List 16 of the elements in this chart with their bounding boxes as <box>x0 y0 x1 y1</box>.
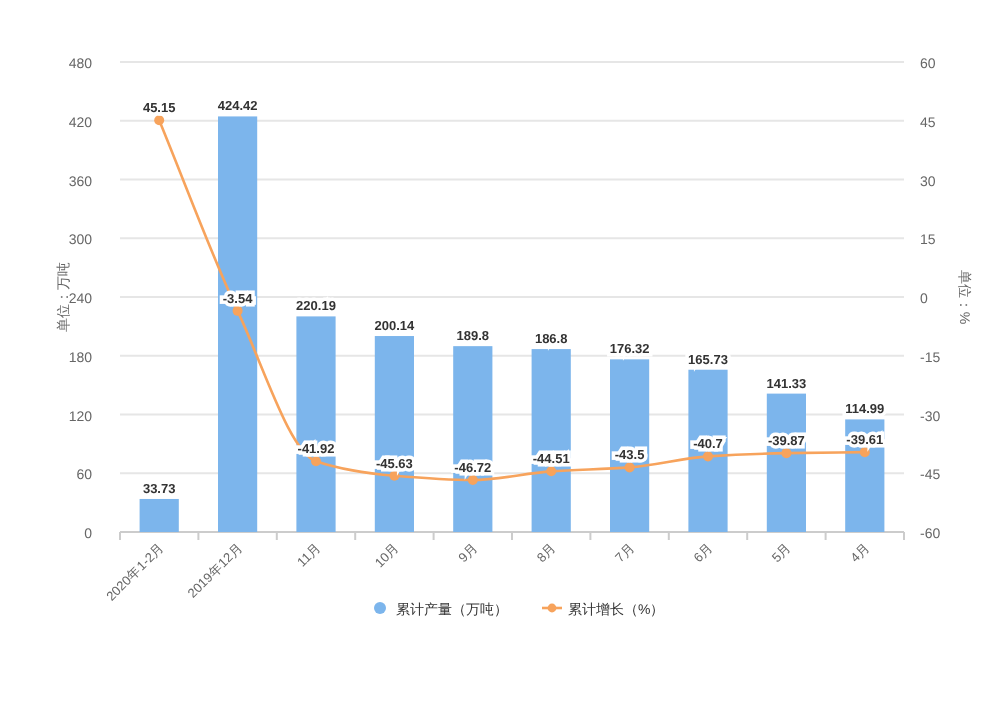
point <box>546 466 557 477</box>
point <box>467 474 478 485</box>
bar <box>531 349 571 532</box>
bar <box>296 316 336 532</box>
bar <box>139 498 179 532</box>
point <box>311 456 321 467</box>
point <box>781 448 792 459</box>
point <box>232 305 243 316</box>
point <box>624 462 635 473</box>
point <box>703 451 713 462</box>
bar <box>218 116 258 532</box>
bar <box>688 369 728 532</box>
bar <box>610 359 650 532</box>
point <box>154 115 165 126</box>
bar <box>453 346 493 532</box>
bar <box>374 336 414 532</box>
